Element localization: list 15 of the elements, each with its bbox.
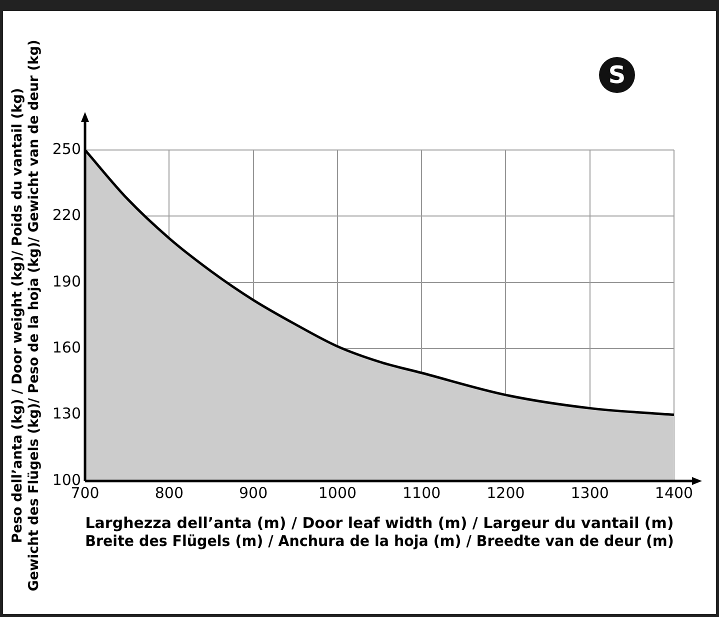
x-tick-label: 800 — [154, 484, 184, 502]
y-tick-label: 220 — [52, 206, 82, 224]
x-tick-label: 1400 — [654, 484, 694, 502]
x-axis-title: Larghezza dell’anta (m) / Door leaf width (m) / Largeur du vantail (m) Breite des Flügels (m) / Anchura de la hoja (m) / Breedte van de deur (m) — [85, 514, 674, 550]
x-tick-label: 1200 — [486, 484, 525, 502]
x-tick-label: 1000 — [318, 484, 357, 502]
y-tick-label: 160 — [52, 338, 82, 356]
x-tick-label: 1100 — [402, 484, 441, 502]
y-tick-label: 190 — [52, 272, 82, 290]
y-axis-title: Peso dell’anta (kg) / Door weight (kg)/ Poids du vantail (kg) Gewicht des Flügels (kg)/ Peso de la hoja (kg)/ Gewicht van de deur (kg) — [10, 40, 42, 592]
y-tick-label: 130 — [52, 404, 82, 423]
y-tick-label: 250 — [52, 140, 82, 158]
x-tick-label: 900 — [238, 484, 268, 502]
x-tick-label: 1300 — [570, 484, 609, 502]
letter-badge: S — [599, 57, 635, 93]
